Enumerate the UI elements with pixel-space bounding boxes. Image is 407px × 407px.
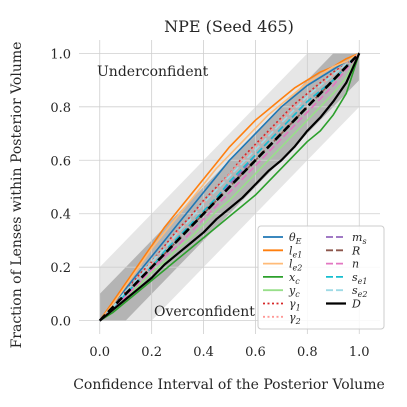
- legend-label: ms: [352, 231, 367, 246]
- y-tick-label: 0.4: [50, 208, 71, 223]
- legend-box: [257, 225, 385, 330]
- series-line-se2: [99, 52, 360, 322]
- x-tick-label: 0.4: [193, 345, 214, 360]
- legend-label: D: [351, 298, 361, 311]
- legend-label: γ2: [289, 311, 301, 326]
- chart-title: NPE (Seed 465): [164, 17, 294, 36]
- x-axis-label: Confidence Interval of the Posterior Vol…: [73, 377, 385, 393]
- y-axis-label: Fraction of Lenses within Posterior Volu…: [9, 42, 25, 349]
- y-tick-label: 0.6: [50, 154, 71, 169]
- y-tick-label: 0.8: [50, 101, 71, 116]
- x-tick-label: 0.6: [245, 345, 266, 360]
- legend-label: γ1: [289, 298, 301, 313]
- series-line-n: [99, 52, 360, 322]
- x-tick-label: 0.2: [141, 345, 162, 360]
- y-tick-label: 0.2: [50, 261, 71, 276]
- legend-label: se1: [352, 271, 367, 286]
- y-tick-label: 1.0: [50, 47, 71, 62]
- legend-label: R: [351, 244, 360, 257]
- annotation-overconfident: Overconfident: [154, 304, 255, 320]
- legend-label: xc: [289, 271, 300, 286]
- x-ticks: 0.0 0.2 0.4 0.6 0.8 1.0: [89, 345, 369, 360]
- x-tick-label: 0.0: [89, 345, 110, 360]
- legend-label: le1: [289, 244, 302, 259]
- series-line-xc: [99, 53, 361, 322]
- legend-label: θE: [289, 231, 302, 246]
- x-tick-label: 0.8: [297, 345, 318, 360]
- y-ticks: 0.0 0.2 0.4 0.6 0.8 1.0: [50, 47, 71, 329]
- series-line-e: [99, 52, 360, 322]
- y-tick-label: 0.0: [50, 315, 71, 330]
- x-tick-label: 1.0: [349, 345, 370, 360]
- series-line-le2: [99, 52, 360, 322]
- legend-label: le2: [289, 258, 302, 273]
- legend-label: n: [352, 258, 359, 271]
- annotation-underconfident: Underconfident: [97, 64, 209, 80]
- reference-diagonal: [98, 52, 361, 322]
- series-line-d: [99, 52, 361, 322]
- legend-label: se2: [352, 284, 367, 299]
- series-line-le1: [99, 52, 360, 322]
- series-line-yc: [99, 52, 360, 322]
- legend-label: yc: [288, 284, 300, 299]
